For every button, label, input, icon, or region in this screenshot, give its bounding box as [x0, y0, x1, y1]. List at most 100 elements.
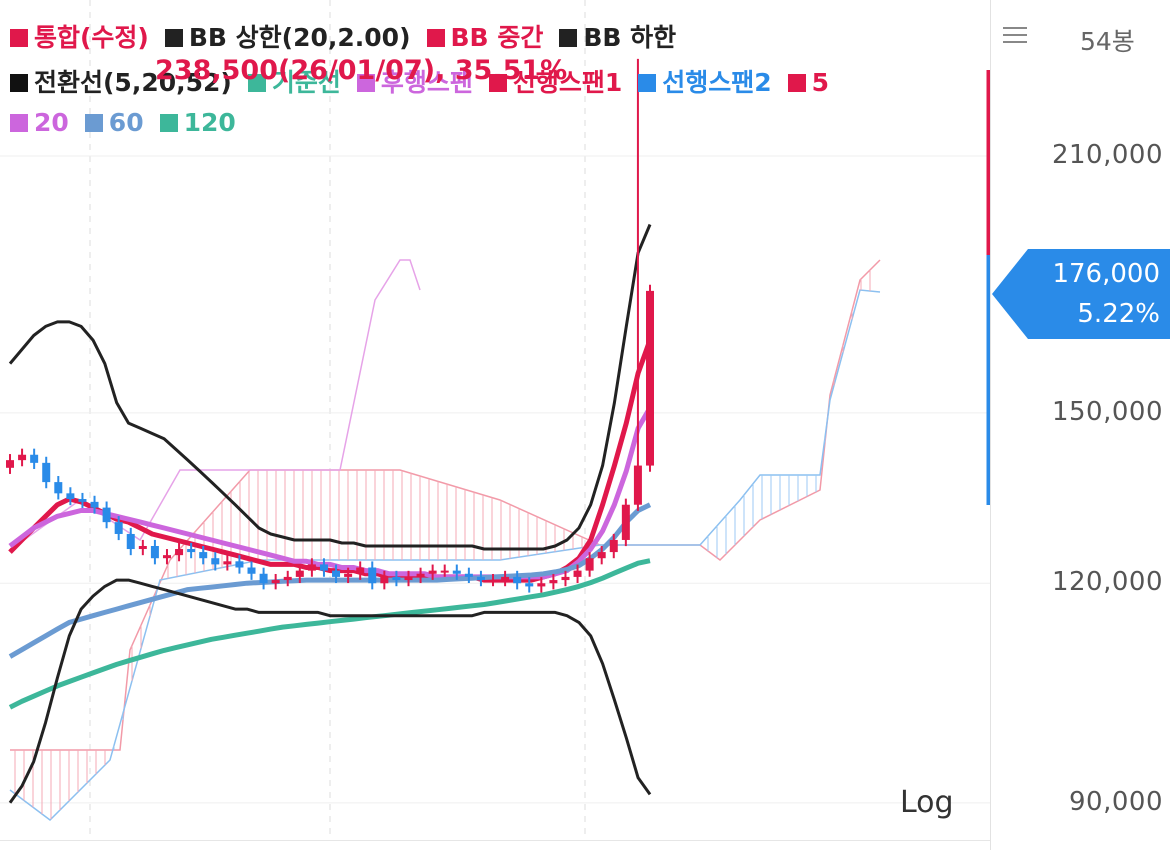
- candle-body: [452, 570, 461, 574]
- y-tick-label: 120,000: [1051, 567, 1163, 598]
- candle-body: [332, 570, 341, 577]
- candle-body: [356, 567, 365, 574]
- candle-body: [633, 465, 642, 505]
- candle-body: [319, 564, 328, 571]
- candle-body: [525, 583, 534, 587]
- high-price-annotation: 238,500(26/01/07), 35.51%: [155, 55, 568, 86]
- candle-body: [380, 576, 389, 584]
- legend-swatch: [488, 74, 507, 92]
- legend-item: 5: [787, 68, 830, 97]
- legend-item: 60: [84, 108, 144, 137]
- legend-swatch: [159, 114, 178, 132]
- candle-body: [585, 558, 594, 571]
- legend-label: 전환선(5,20,52): [34, 68, 232, 97]
- legend-item: 120: [159, 108, 236, 137]
- candle-body: [537, 583, 546, 587]
- candle-body: [175, 549, 184, 556]
- candlesticks: [6, 58, 654, 593]
- legend-item: BB 하한: [559, 18, 676, 54]
- series-line-60: [8, 502, 652, 659]
- legend-label: 선행스팬2: [662, 68, 772, 97]
- candle-body: [368, 567, 377, 584]
- legend-label: 120: [183, 108, 236, 137]
- candle-body: [271, 580, 280, 584]
- legend-swatch: [247, 74, 266, 92]
- candle-body: [18, 454, 27, 461]
- candle-body: [126, 533, 135, 550]
- candle-body: [283, 576, 292, 581]
- legend-item: 선행스팬2: [638, 63, 772, 99]
- chart-plot-area[interactable]: [0, 0, 990, 840]
- candle-body: [102, 507, 111, 523]
- legend-item: 전환선(5,20,52): [10, 63, 232, 99]
- legend-label: 5: [811, 68, 830, 97]
- candle-body: [6, 460, 14, 468]
- series-line-BB: [8, 578, 652, 804]
- candle-body: [489, 580, 498, 583]
- legend-swatch: [10, 29, 28, 47]
- legend-swatch: [10, 74, 28, 92]
- candle-body: [549, 580, 558, 584]
- candle-body: [187, 549, 196, 553]
- candle-body: [114, 522, 123, 534]
- candle-body: [561, 576, 570, 581]
- y-tick-label: 210,000: [1051, 140, 1163, 171]
- candle-body: [464, 573, 473, 577]
- candle-body: [42, 462, 51, 483]
- price-scale[interactable]: 210,000 150,000 120,000 90,000: [990, 0, 1170, 850]
- legend-item: BB 중간: [426, 18, 543, 54]
- legend-swatch: [559, 29, 578, 47]
- candle-body: [440, 570, 449, 573]
- legend-item: BB 상한(20,2.00): [164, 18, 411, 54]
- y-tick-label: 150,000: [1051, 396, 1163, 427]
- grid-lines: [0, 0, 990, 840]
- legend-item: 후행스팬: [356, 63, 473, 99]
- legend-label: 선행스팬1: [512, 68, 623, 97]
- candle-body: [404, 576, 413, 581]
- legend-label: BB 상한(20,2.00): [188, 23, 411, 52]
- legend-swatch: [356, 74, 375, 92]
- series-line-20: [8, 406, 653, 580]
- legend-swatch: [787, 74, 806, 92]
- candle-body: [223, 561, 232, 565]
- candle-body: [30, 454, 39, 463]
- candle-body: [392, 576, 401, 581]
- candle-body: [162, 555, 171, 559]
- candle-body: [646, 290, 654, 466]
- y-tick-label: 90,000: [1069, 786, 1163, 817]
- candle-body: [66, 493, 75, 500]
- legend-label: BB 하한: [583, 23, 677, 52]
- leading-span-2-line: [9, 289, 881, 821]
- candle-body: [247, 567, 256, 574]
- legend-item: 통합(수정): [10, 18, 149, 54]
- candle-body: [54, 482, 63, 494]
- candle-body: [199, 552, 208, 559]
- candle-count[interactable]: 54봉: [1080, 27, 1135, 56]
- candle-body: [78, 499, 87, 502]
- candle-body: [428, 570, 437, 574]
- log-scale-toggle[interactable]: Log: [900, 785, 954, 820]
- series-line-BB20200: [8, 223, 652, 551]
- legend-row-3: 20 60 120: [10, 108, 990, 153]
- candle-body: [295, 570, 304, 577]
- legend-label: 기준선: [271, 68, 341, 97]
- indicator-lines: [8, 70, 990, 804]
- x-axis-line: [0, 840, 990, 841]
- candle-body: [90, 501, 99, 508]
- legend-label: 60: [108, 108, 144, 137]
- candle-body: [416, 573, 425, 577]
- candle-body: [621, 504, 630, 540]
- legend-swatch: [426, 29, 445, 47]
- legend-label: 후행스팬: [380, 68, 473, 97]
- candle-body: [344, 573, 353, 577]
- chart-legend: 통합(수정) BB 상한(20,2.00) BB 중간 BB 하한 전환선(5,20,…: [10, 18, 990, 153]
- legend-item: 기준선: [247, 63, 341, 99]
- candle-body: [573, 570, 582, 577]
- menu-icon[interactable]: [1003, 22, 1027, 52]
- legend-swatch: [10, 114, 28, 132]
- legend-item: 20: [10, 108, 69, 137]
- candle-body: [307, 564, 316, 571]
- legend-row-1: 통합(수정) BB 상한(20,2.00) BB 중간 BB 하한: [10, 18, 990, 63]
- current-price-value: 176,000: [1052, 259, 1160, 289]
- ichimoku-cloud: [9, 259, 881, 821]
